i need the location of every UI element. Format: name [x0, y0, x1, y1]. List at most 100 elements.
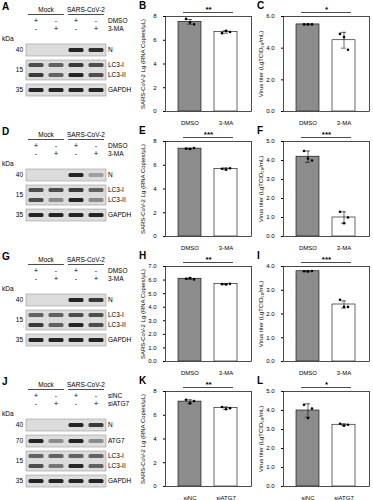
svg-text:-: -	[95, 267, 98, 274]
svg-text:Mock: Mock	[38, 381, 54, 388]
svg-text:0.0: 0.0	[266, 483, 275, 489]
svg-text:*: *	[325, 5, 329, 14]
svg-text:LC3-I: LC3-I	[108, 452, 124, 459]
svg-text:+: +	[74, 267, 78, 274]
svg-text:35: 35	[16, 86, 24, 93]
svg-text:SARS-CoV-2: SARS-CoV-2	[67, 256, 105, 263]
svg-text:DMSO: DMSO	[108, 267, 128, 274]
svg-text:-: -	[95, 17, 98, 24]
svg-text:+: +	[94, 275, 98, 282]
svg-text:0.0: 0.0	[148, 358, 157, 364]
svg-text:6: 6	[153, 412, 157, 418]
svg-text:+: +	[74, 392, 78, 399]
svg-text:DMSO: DMSO	[108, 17, 128, 24]
svg-text:70: 70	[16, 437, 24, 444]
svg-text:SARS-CoV-2: SARS-CoV-2	[67, 6, 105, 13]
svg-text:4: 4	[153, 61, 157, 67]
svg-text:A: A	[2, 1, 9, 12]
svg-text:LC3-I: LC3-I	[108, 61, 124, 68]
svg-text:2.0: 2.0	[266, 77, 275, 83]
svg-text:40: 40	[16, 421, 24, 428]
svg-text:***: ***	[204, 130, 214, 139]
svg-text:-: -	[35, 25, 38, 32]
svg-text:40: 40	[16, 171, 24, 178]
svg-text:+: +	[54, 25, 58, 32]
svg-text:35: 35	[16, 477, 24, 484]
svg-text:+: +	[94, 400, 98, 407]
svg-text:N: N	[108, 296, 113, 303]
svg-text:LC3-II: LC3-II	[108, 321, 126, 328]
svg-text:LC3-I: LC3-I	[108, 311, 124, 318]
svg-text:SARS-CoV-2: SARS-CoV-2	[67, 131, 105, 138]
svg-text:5.0: 5.0	[148, 291, 157, 297]
svg-text:1.0: 1.0	[266, 464, 275, 470]
svg-text:***: ***	[322, 255, 332, 264]
svg-text:ATG7: ATG7	[108, 437, 125, 444]
svg-text:15: 15	[16, 457, 24, 464]
svg-text:GAPDH: GAPDH	[108, 211, 131, 218]
svg-text:5.0: 5.0	[266, 388, 275, 394]
svg-text:4: 4	[153, 436, 157, 442]
svg-text:+: +	[34, 392, 38, 399]
svg-text:+: +	[74, 142, 78, 149]
svg-text:15: 15	[16, 316, 24, 323]
svg-text:Virus titer (LgTCID₅₀/mL): Virus titer (LgTCID₅₀/mL)	[258, 406, 264, 472]
svg-text:GAPDH: GAPDH	[108, 477, 131, 484]
svg-text:Virus titer (LgTCID₅₀/mL): Virus titer (LgTCID₅₀/mL)	[258, 281, 264, 347]
svg-text:2.0: 2.0	[266, 445, 275, 451]
svg-text:2.0: 2.0	[266, 311, 275, 317]
svg-text:siNC: siNC	[184, 495, 198, 500]
svg-text:2: 2	[153, 210, 157, 216]
svg-text:6: 6	[153, 162, 157, 168]
svg-text:-: -	[35, 275, 38, 282]
svg-text:3.0: 3.0	[266, 176, 275, 182]
svg-text:4.0: 4.0	[266, 407, 275, 413]
svg-text:**: **	[205, 5, 212, 14]
svg-text:siNC: siNC	[302, 495, 316, 500]
svg-text:35: 35	[16, 211, 24, 218]
svg-text:+: +	[34, 267, 38, 274]
svg-text:kDa: kDa	[2, 35, 14, 42]
svg-text:4.0: 4.0	[266, 157, 275, 163]
svg-text:2.0: 2.0	[148, 331, 157, 337]
svg-text:3-MA: 3-MA	[108, 275, 124, 282]
svg-text:kDa: kDa	[2, 160, 14, 167]
svg-text:-: -	[95, 392, 98, 399]
svg-text:1.0: 1.0	[148, 345, 157, 351]
svg-text:1.0: 1.0	[266, 335, 275, 341]
svg-text:6: 6	[153, 37, 157, 43]
svg-text:2.0: 2.0	[266, 195, 275, 201]
svg-text:siNC: siNC	[108, 392, 122, 399]
svg-text:3-MA: 3-MA	[108, 150, 124, 157]
svg-text:2: 2	[153, 85, 157, 91]
svg-text:6.0: 6.0	[148, 277, 157, 283]
svg-text:SARS-CoV-2 Lg (RNA Copies/μL): SARS-CoV-2 Lg (RNA Copies/μL)	[140, 269, 146, 359]
svg-text:2: 2	[153, 460, 157, 466]
svg-text:***: ***	[322, 130, 332, 139]
svg-text:LC3-II: LC3-II	[108, 71, 126, 78]
svg-text:35: 35	[16, 336, 24, 343]
svg-text:J: J	[2, 376, 8, 387]
svg-text:siATG7: siATG7	[216, 495, 236, 500]
svg-text:-: -	[75, 275, 78, 282]
svg-text:3-MA: 3-MA	[108, 25, 124, 32]
svg-text:0.0: 0.0	[266, 358, 275, 364]
svg-text:8: 8	[153, 13, 157, 19]
svg-text:SARS-CoV-2 Lg (RNA Copies/μL): SARS-CoV-2 Lg (RNA Copies/μL)	[140, 144, 146, 234]
svg-text:-: -	[55, 267, 58, 274]
svg-text:GAPDH: GAPDH	[108, 336, 131, 343]
svg-text:3.0: 3.0	[266, 287, 275, 293]
svg-text:5.0: 5.0	[266, 138, 275, 144]
svg-text:-: -	[35, 150, 38, 157]
svg-text:*: *	[325, 380, 329, 389]
svg-text:siATG7: siATG7	[108, 400, 130, 407]
svg-text:3.0: 3.0	[148, 318, 157, 324]
svg-text:+: +	[54, 275, 58, 282]
svg-text:4.0: 4.0	[148, 304, 157, 310]
svg-text:kDa: kDa	[2, 410, 14, 417]
svg-text:LC3-II: LC3-II	[108, 196, 126, 203]
svg-text:SARS-CoV-2 Lg (RNA Copies/μL): SARS-CoV-2 Lg (RNA Copies/μL)	[140, 19, 146, 109]
svg-text:kDa: kDa	[2, 285, 14, 292]
svg-text:1.0: 1.0	[266, 214, 275, 220]
svg-text:DMSO: DMSO	[108, 142, 128, 149]
